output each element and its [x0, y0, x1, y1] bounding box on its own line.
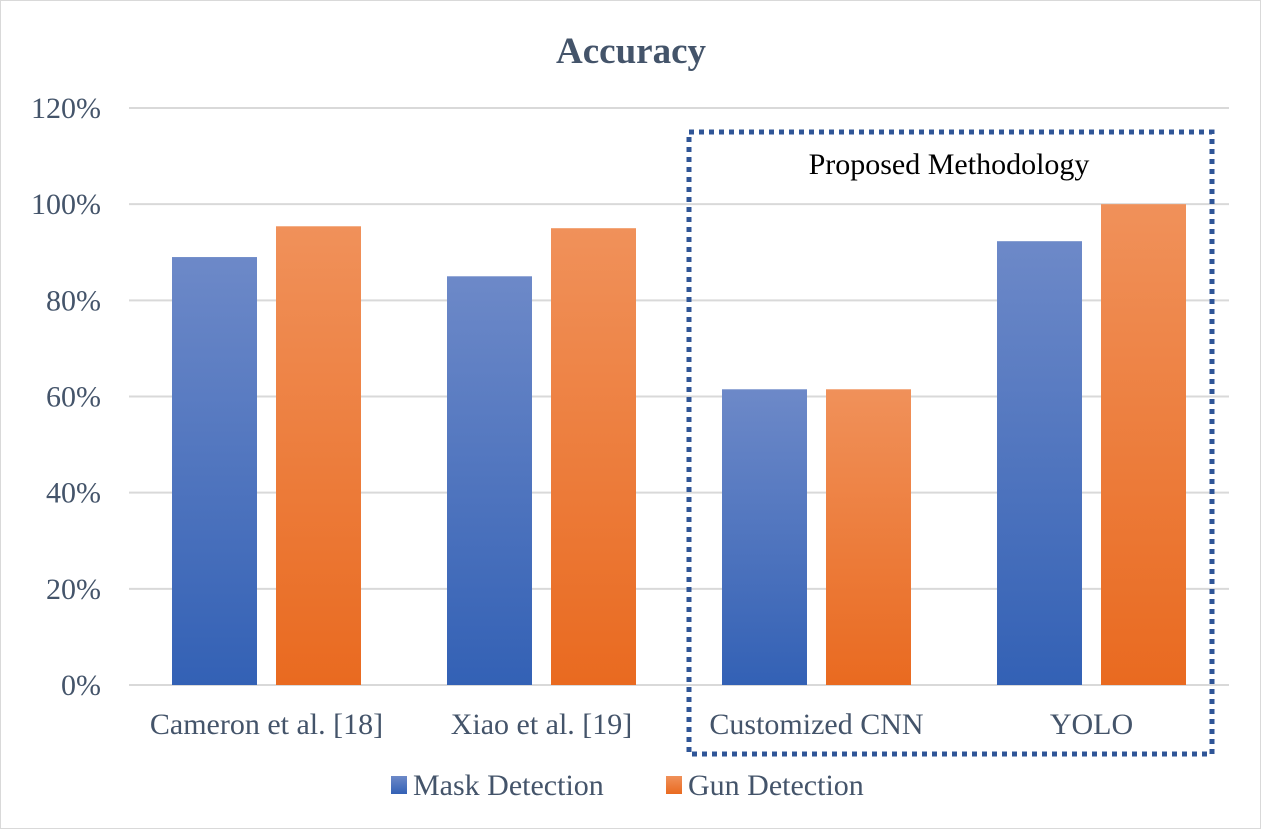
y-tick-label: 60%: [46, 381, 101, 414]
bar-gun-3: [1101, 204, 1186, 685]
x-category-label: Customized CNN: [709, 708, 923, 741]
bars: [172, 204, 1186, 686]
legend-label-gun: Gun Detection: [688, 769, 864, 802]
annotation-label: Proposed Methodology: [809, 148, 1090, 181]
x-axis-labels: Cameron et al. [18] Xiao et al. [19] Custo…: [150, 708, 1133, 741]
bar-mask-0: [172, 257, 257, 685]
bar-gun-1: [551, 228, 636, 686]
legend-label-mask: Mask Detection: [413, 769, 604, 802]
y-tick-label: 0%: [61, 669, 101, 702]
legend-swatch-gun: [666, 776, 682, 794]
bar-mask-2: [722, 389, 807, 685]
y-tick-label: 20%: [46, 573, 101, 606]
legend-swatch-mask: [391, 776, 407, 794]
y-tick-label: 80%: [46, 284, 101, 317]
legend: Mask Detection Gun Detection: [391, 769, 864, 802]
x-category-label: Cameron et al. [18]: [150, 708, 383, 741]
annotation-dashed-box: [686, 129, 1215, 757]
y-tick-label: 120%: [31, 92, 101, 125]
bar-gun-0: [276, 226, 361, 685]
proposed-methodology-annotation: Proposed Methodology: [686, 129, 1215, 757]
y-tick-label: 40%: [46, 477, 101, 510]
y-tick-label: 100%: [31, 188, 101, 221]
chart-title: Accuracy: [556, 31, 706, 72]
x-category-label: Xiao et al. [19]: [451, 708, 633, 741]
bar-mask-3: [997, 241, 1082, 685]
bar-gun-2: [826, 389, 911, 685]
bar-mask-1: [447, 276, 532, 685]
x-category-label: YOLO: [1050, 708, 1133, 741]
y-axis-ticks: 0% 20% 40% 60% 80% 100% 120%: [31, 92, 101, 702]
